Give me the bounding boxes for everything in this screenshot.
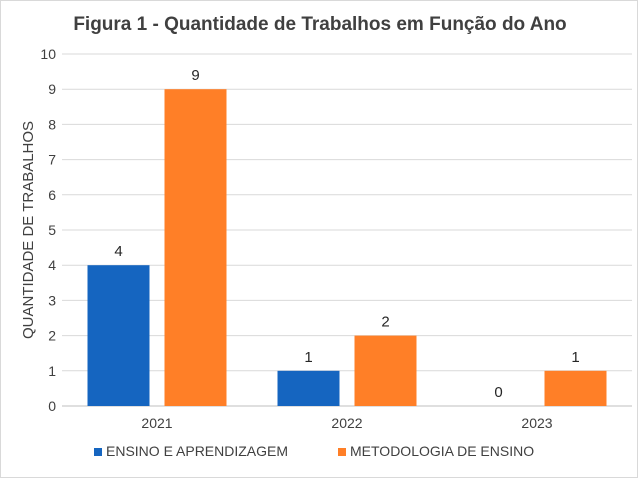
y-tick-label: 9 xyxy=(48,81,56,97)
x-tick-label: 2023 xyxy=(521,415,552,431)
y-axis-label: QUANTIDADE DE TRABALHOS xyxy=(20,121,37,339)
bar-2021-series-1 xyxy=(87,265,150,406)
x-tick-label: 2022 xyxy=(331,415,362,431)
x-tick-label: 2021 xyxy=(141,415,172,431)
data-label: 1 xyxy=(571,349,579,366)
y-tick-label: 1 xyxy=(48,363,56,379)
legend-label: METODOLOGIA DE ENSINO xyxy=(350,443,534,459)
y-tick-label: 7 xyxy=(48,152,56,168)
legend-swatch xyxy=(338,448,346,456)
data-label: 0 xyxy=(494,384,502,401)
legend-label: ENSINO E APRENDIZAGEM xyxy=(106,443,288,459)
bar-2022-series-1 xyxy=(277,370,340,406)
bar-2022-series-2 xyxy=(354,335,417,406)
chart-title: Figura 1 - Quantidade de Trabalhos em Fu… xyxy=(73,14,567,35)
data-label: 1 xyxy=(304,349,312,366)
y-tick-label: 3 xyxy=(48,292,56,308)
y-tick-label: 4 xyxy=(48,257,56,273)
data-label: 2 xyxy=(381,314,389,331)
y-tick-label: 8 xyxy=(48,116,56,132)
y-tick-label: 10 xyxy=(40,46,56,62)
y-tick-label: 6 xyxy=(48,187,56,203)
y-tick-label: 0 xyxy=(48,398,56,414)
y-tick-label: 5 xyxy=(48,222,56,238)
bar-2023-series-2 xyxy=(544,370,607,406)
bar-2021-series-2 xyxy=(164,89,227,406)
legend-swatch xyxy=(94,448,102,456)
data-label: 9 xyxy=(191,67,199,84)
data-label: 4 xyxy=(114,243,122,260)
y-tick-label: 2 xyxy=(48,328,56,344)
